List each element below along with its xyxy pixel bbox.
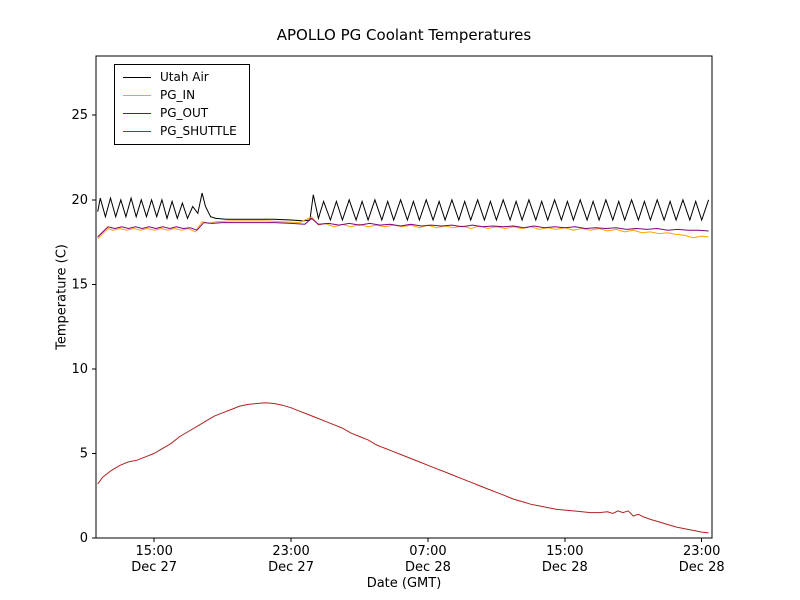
y-tick-label: 15 [71,277,88,292]
chart-title: APOLLO PG Coolant Temperatures [276,26,532,44]
y-tick-label: 25 [71,108,88,123]
y-tick-label: 10 [71,362,88,377]
x-tick-label-time: 15:00 [546,544,583,559]
y-tick-label: 5 [80,446,88,461]
series-line-utah-air [97,192,710,222]
y-tick-label: 20 [71,193,88,208]
legend-label: PG_OUT [160,106,209,120]
y-tick-label: 0 [80,531,88,546]
x-tick-label-date: Dec 28 [542,560,588,575]
plot-frame [95,55,713,539]
legend-line-sample [123,76,151,78]
legend-item-pg-shuttle: PG_SHUTTLE [123,124,237,138]
legend-item-pg-out: PG_OUT [123,106,237,120]
legend-item-pg-in: PG_IN [123,88,237,102]
series-line-pg-shuttle [97,402,709,534]
x-tick-label-time: 23:00 [683,544,720,559]
y-axis-label: Temperature (C) [54,244,70,350]
legend-line-sample [123,112,151,114]
legend-label: PG_IN [160,88,196,102]
x-tick-label-date: Dec 27 [131,560,177,575]
x-tick-label-date: Dec 27 [268,560,314,575]
x-tick-label-time: 23:00 [272,544,309,559]
x-tick-label-time: 07:00 [409,544,446,559]
series-line-pg-in [97,216,709,240]
x-tick-label-time: 15:00 [135,544,172,559]
legend-label: Utah Air [160,70,209,84]
legend: Utah Air PG_IN PG_OUT PG_SHUTTLE [114,64,250,145]
x-axis-label: Date (GMT) [366,576,442,591]
x-tick-label-date: Dec 28 [405,560,451,575]
legend-line-sample [123,94,151,96]
series-line-pg-out [97,217,709,238]
legend-item-utah-air: Utah Air [123,70,237,84]
legend-line-sample [123,130,151,132]
x-tick-label-date: Dec 28 [679,560,725,575]
legend-label: PG_SHUTTLE [160,124,237,138]
